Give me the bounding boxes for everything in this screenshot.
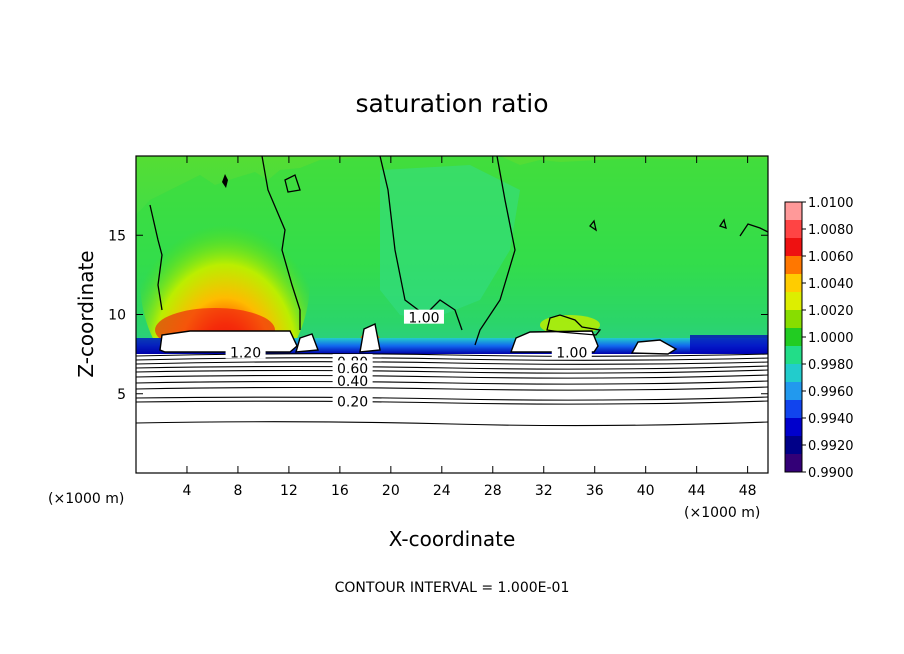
x-axis-ticks: 4 8 12 16 20 24 28 32 36 40 44 48 bbox=[183, 156, 757, 499]
contour-label: 1.20 bbox=[230, 346, 261, 362]
x-tick-label: 32 bbox=[535, 483, 553, 499]
contour-label-bg bbox=[332, 360, 373, 375]
colorbar-swatch bbox=[785, 292, 802, 311]
x-unit-left: (×1000 m) bbox=[48, 491, 124, 507]
x-tick-label: 8 bbox=[233, 483, 242, 499]
x-tick-label: 44 bbox=[688, 483, 706, 499]
y-tick-label: 10 bbox=[108, 308, 126, 324]
contour-label: 1.00 bbox=[556, 346, 587, 362]
colorbar-swatch bbox=[785, 382, 802, 401]
contour-label-bg bbox=[403, 309, 444, 324]
colorbar-swatch bbox=[785, 310, 802, 329]
x-tick-label: 20 bbox=[382, 483, 400, 499]
contour-label: 0.20 bbox=[337, 395, 368, 411]
colorbar-swatch bbox=[785, 274, 802, 293]
colorbar-label: 1.0040 bbox=[808, 277, 854, 292]
colorbar-swatch bbox=[785, 364, 802, 383]
contour-label-bg bbox=[332, 393, 373, 408]
contour-label: 0.40 bbox=[337, 374, 368, 390]
y-axis-ticks: 5 10 15 bbox=[108, 228, 768, 403]
x-tick-label: 48 bbox=[739, 483, 757, 499]
colorbar-label: 1.0000 bbox=[808, 331, 854, 346]
colorbar-label: 0.9940 bbox=[808, 412, 854, 427]
colorbar-swatch bbox=[785, 418, 802, 437]
x-tick-label: 36 bbox=[586, 483, 604, 499]
contour-label-bg bbox=[225, 344, 266, 359]
colorbar-swatch bbox=[785, 436, 802, 455]
colorbar-swatch bbox=[785, 346, 802, 365]
x-tick-label: 4 bbox=[183, 483, 192, 499]
contour-label: 1.00 bbox=[408, 311, 439, 327]
colorbar: 1.0100 1.0080 1.0060 1.0040 1.0020 1.0000 0.99… bbox=[784, 196, 854, 481]
x-tick-label: 24 bbox=[433, 483, 451, 499]
colorbar-label: 0.9960 bbox=[808, 385, 854, 400]
contour-label-bg bbox=[551, 344, 592, 359]
colorbar-swatch bbox=[785, 454, 802, 473]
x-tick-label: 28 bbox=[484, 483, 502, 499]
colorbar-swatch bbox=[785, 220, 802, 239]
colorbar-label: 0.9980 bbox=[808, 358, 854, 373]
x-tick-label: 16 bbox=[331, 483, 349, 499]
heatmap-field bbox=[136, 156, 768, 473]
contour-interval-note: CONTOUR INTERVAL = 1.000E-01 bbox=[335, 580, 570, 596]
y-tick-label: 5 bbox=[117, 387, 126, 403]
y-tick-label: 15 bbox=[108, 228, 126, 244]
colorbar-label: 1.0060 bbox=[808, 250, 854, 265]
colorbar-label: 1.0080 bbox=[808, 223, 854, 238]
colorbar-swatch bbox=[785, 202, 802, 221]
colorbar-label: 0.9900 bbox=[808, 466, 854, 481]
x-tick-label: 40 bbox=[637, 483, 655, 499]
x-tick-label: 12 bbox=[280, 483, 298, 499]
colorbar-label: 1.0100 bbox=[808, 196, 854, 211]
colorbar-swatch bbox=[785, 400, 802, 419]
x-axis-label: X-coordinate bbox=[389, 527, 516, 551]
contour-labels: 1.201.001.000.800.600.400.20 bbox=[225, 309, 592, 411]
contour-label-bg bbox=[332, 373, 373, 388]
y-axis-label: Z-coordinate bbox=[74, 250, 98, 377]
colorbar-swatch bbox=[785, 256, 802, 275]
x-unit-right: (×1000 m) bbox=[684, 505, 760, 521]
colorbar-label: 1.0020 bbox=[808, 304, 854, 319]
colorbar-swatch bbox=[785, 328, 802, 347]
colorbar-label: 0.9920 bbox=[808, 439, 854, 454]
chart-title: saturation ratio bbox=[355, 89, 548, 118]
colorbar-swatch bbox=[785, 238, 802, 257]
